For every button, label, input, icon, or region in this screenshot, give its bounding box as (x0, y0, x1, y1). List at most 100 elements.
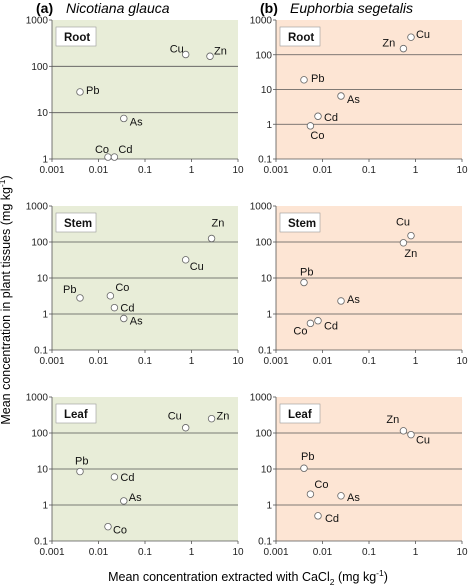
y-tick-label: 1000 (250, 202, 273, 213)
data-point-as (337, 92, 345, 100)
x-tick-label: 0.001 (39, 165, 64, 176)
y-tick-label: 1 (42, 501, 48, 512)
x-axis-label-text: Mean concentration extracted with CaCl (108, 570, 330, 584)
y-tick-label: 1 (266, 501, 272, 512)
point-label-co: Co (310, 130, 324, 142)
y-tick-label: 1 (42, 310, 48, 321)
x-tick-label: 1 (413, 165, 419, 176)
y-tick-label: 100 (255, 238, 272, 249)
point-label-cu: Cu (170, 44, 184, 56)
point-label-zn: Zn (212, 218, 225, 230)
data-point-as (120, 114, 128, 123)
point-label-cu: Cu (190, 261, 204, 273)
point-label-as: As (129, 492, 142, 504)
data-point-pb (76, 294, 84, 302)
data-point-as (120, 314, 128, 323)
y-tick-label: 10 (37, 274, 49, 285)
point-label-pb: Pb (300, 266, 313, 278)
point-label-co: Co (95, 144, 109, 156)
y-tick-label: 1 (42, 155, 48, 166)
x-axis-label: Mean concentration extracted with CaCl2 … (108, 568, 388, 587)
x-tick-label: 10 (456, 356, 468, 367)
y-tick-label: 10 (261, 274, 273, 285)
x-tick-label: 10 (232, 165, 244, 176)
point-label-cu: Cu (416, 29, 430, 41)
y-axis-label: Mean concentration in plant tissues (mg … (0, 175, 13, 424)
x-tick-label: 1 (189, 165, 195, 176)
y-tick-label: 0.1 (258, 155, 272, 166)
data-point-co (106, 292, 115, 300)
data-point-pb (300, 464, 308, 472)
y-tick-label: 1000 (26, 16, 49, 27)
data-point-pb (300, 278, 308, 287)
x-tick-label: 0.01 (313, 356, 333, 367)
x-tick-label: 0.001 (39, 547, 64, 558)
data-point-as (120, 497, 128, 505)
data-point-as (337, 492, 345, 500)
x-tick-label: 10 (456, 165, 468, 176)
y-axis-label-end: ) (0, 175, 13, 179)
point-label-as: As (130, 116, 143, 128)
point-label-as: As (347, 492, 360, 504)
x-tick-label: 0.01 (89, 356, 109, 367)
data-point-cd (110, 303, 119, 312)
x-axis-label-end: ) (384, 570, 388, 584)
panel-label-box (55, 212, 97, 233)
panel-label-box (279, 26, 321, 47)
data-point-pb (76, 88, 84, 96)
y-tick-label: 10 (37, 465, 49, 476)
column-b-letter: (b) (260, 0, 278, 16)
y-tick-label: 1 (266, 310, 272, 321)
point-label-cd: Cd (324, 112, 338, 124)
data-point-cu (407, 33, 415, 41)
y-axis-label-sup: -1 (0, 179, 7, 187)
data-point-co (306, 490, 315, 498)
y-tick-label: 0.1 (34, 346, 48, 357)
y-tick-label: 0.1 (258, 346, 272, 357)
data-point-pb (300, 76, 308, 84)
x-tick-label: 10 (456, 547, 468, 558)
point-label-cu: Cu (416, 435, 430, 447)
x-tick-label: 1 (413, 547, 419, 558)
x-tick-label: 0.001 (39, 356, 64, 367)
point-label-pb: Pb (63, 284, 76, 296)
column-a-letter: (a) (36, 0, 53, 16)
point-label-zn: Zn (386, 414, 399, 426)
x-tick-label: 0.01 (89, 547, 109, 558)
point-label-cd: Cd (325, 513, 339, 525)
panel-label-box (55, 403, 97, 424)
x-tick-label: 0.1 (138, 547, 152, 558)
panel-label-box (279, 403, 321, 424)
x-tick-label: 0.1 (138, 165, 152, 176)
point-label-cd: Cd (324, 321, 338, 333)
x-tick-label: 0.01 (313, 165, 333, 176)
data-point-cd (314, 112, 322, 120)
column-a-species: Nicotiana glauca (66, 0, 170, 16)
point-label-pb: Pb (86, 85, 99, 97)
point-label-as: As (347, 94, 360, 106)
point-label-cu: Cu (396, 217, 410, 229)
point-label-cu: Cu (168, 411, 182, 423)
point-label-co: Co (293, 325, 307, 337)
x-tick-label: 1 (413, 356, 419, 367)
data-point-cu (181, 424, 190, 432)
x-tick-label: 0.001 (263, 356, 288, 367)
panel-label: Root (64, 32, 90, 44)
point-label-as: As (130, 315, 143, 327)
y-tick-label: 10 (37, 108, 49, 119)
x-tick-label: 0.001 (263, 165, 288, 176)
x-tick-label: 10 (232, 356, 244, 367)
y-tick-label: 1000 (250, 393, 273, 404)
y-tick-label: 1000 (26, 393, 49, 404)
data-point-zn (207, 414, 216, 423)
point-label-pb: Pb (75, 456, 88, 468)
data-point-zn (399, 239, 408, 247)
point-label-as: As (347, 294, 360, 306)
point-label-zn: Zn (214, 45, 227, 57)
y-axis-label-text: Mean concentration in plant tissues (mg … (0, 187, 13, 425)
column-headers: (a) Nicotiana glauca (b) Euphorbia seget… (36, 0, 413, 16)
x-tick-label: 10 (232, 547, 244, 558)
